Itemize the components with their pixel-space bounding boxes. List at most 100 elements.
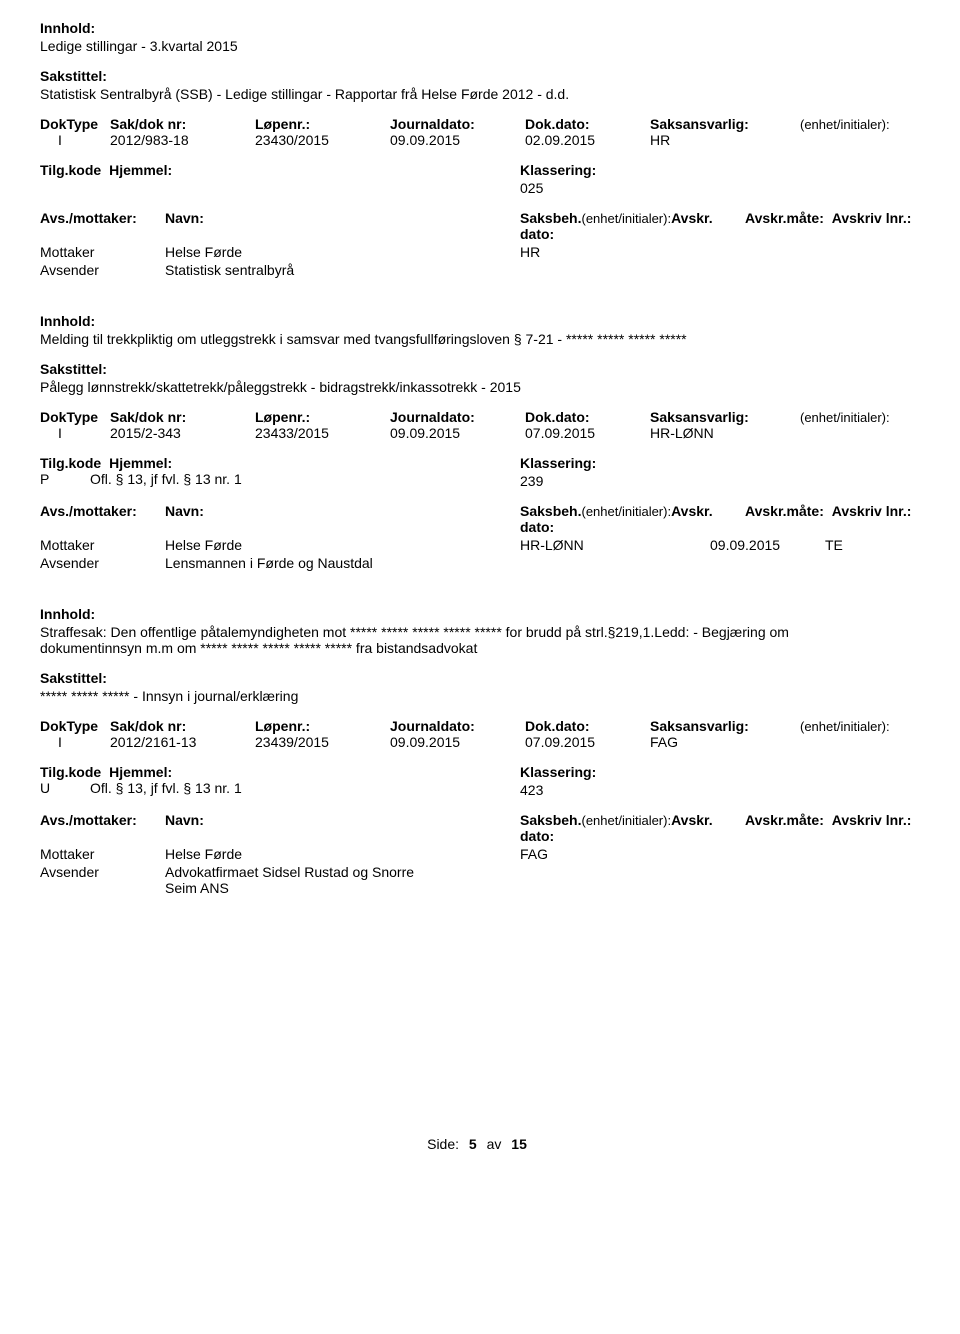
sakstittel-value: Pålegg lønnstrekk/skattetrekk/påleggstre… [40, 379, 920, 395]
journaldato-header: Journaldato: [390, 116, 525, 132]
party-row: Mottaker Helse Førde HR-LØNN 09.09.2015 … [40, 537, 920, 553]
avskrivlnr-label: Avskriv lnr.: [832, 210, 912, 226]
hjemmel-label: Hjemmel: [109, 455, 172, 471]
tilgkode-label: Tilg.kode [40, 455, 101, 471]
saksbeh-label: Saksbeh. [520, 503, 581, 519]
lopenr-header: Løpenr.: [255, 116, 390, 132]
klassering-value: 423 [520, 782, 920, 798]
dokdato-value: 02.09.2015 [525, 132, 650, 148]
sakstittel-label: Sakstittel: [40, 361, 920, 377]
navn-label: Navn: [165, 503, 204, 519]
enhetinit-label: (enhet/initialer): [581, 813, 671, 828]
sakstittel-label: Sakstittel: [40, 68, 920, 84]
party-row: Mottaker Helse Førde HR [40, 244, 920, 260]
tilgkode-value: U [40, 780, 90, 796]
avskrmate-label: Avskr.måte: [745, 812, 824, 828]
page-footer: Side: 5 av 15 [40, 1136, 920, 1152]
party-name: Helse Førde [165, 537, 520, 553]
sakdoknr-value: 2012/983-18 [110, 132, 255, 148]
party-name: Advokatfirmaet Sidsel Rustad og Snorre S… [165, 864, 445, 896]
innhold-value: Melding til trekkpliktig om utleggstrekk… [40, 331, 920, 347]
doktype-header: DokType [40, 409, 110, 425]
party-avskrdato: 09.09.2015 [710, 537, 825, 553]
avskrmate-label: Avskr.måte: [745, 503, 824, 519]
klassering-label: Klassering: [520, 162, 920, 178]
doc-header-row: DokType Sak/dok nr: Løpenr.: Journaldato… [40, 116, 920, 132]
doktype-value: I [40, 425, 110, 441]
party-row: Mottaker Helse Førde FAG [40, 846, 920, 862]
lopenr-value: 23430/2015 [255, 132, 390, 148]
saksansvarlig-header: Saksansvarlig: [650, 116, 800, 132]
journaldato-value: 09.09.2015 [390, 425, 525, 441]
lopenr-header: Løpenr.: [255, 718, 390, 734]
klassering-value: 025 [520, 180, 920, 196]
doktype-header: DokType [40, 718, 110, 734]
doc-header-row: DokType Sak/dok nr: Løpenr.: Journaldato… [40, 718, 920, 734]
innhold-label: Innhold: [40, 20, 920, 36]
dokdato-header: Dok.dato: [525, 116, 650, 132]
doktype-value: I [40, 734, 110, 750]
journal-record: Innhold: Melding til trekkpliktig om utl… [40, 313, 920, 571]
sakdoknr-value: 2012/2161-13 [110, 734, 255, 750]
avsmottaker-label: Avs./mottaker: [40, 812, 137, 828]
party-saksbeh: HR-LØNN [520, 537, 710, 553]
av-label: av [487, 1136, 502, 1152]
party-row: Avsender Statistisk sentralbyrå [40, 262, 920, 278]
journaldato-value: 09.09.2015 [390, 734, 525, 750]
tilgkode-label: Tilg.kode [40, 764, 101, 780]
party-role: Avsender [40, 555, 165, 571]
dokdato-header: Dok.dato: [525, 718, 650, 734]
enhet-header: (enhet/initialer): [800, 719, 890, 734]
party-role: Avsender [40, 262, 165, 278]
party-name: Helse Førde [165, 244, 520, 260]
saksansvarlig-header: Saksansvarlig: [650, 718, 800, 734]
doc-value-row: I 2012/983-18 23430/2015 09.09.2015 02.0… [40, 132, 920, 148]
sakstittel-value: Statistisk Sentralbyrå (SSB) - Ledige st… [40, 86, 920, 102]
party-role: Mottaker [40, 244, 165, 260]
party-role: Mottaker [40, 846, 165, 862]
doc-header-row: DokType Sak/dok nr: Løpenr.: Journaldato… [40, 409, 920, 425]
party-name: Lensmannen i Førde og Naustdal [165, 555, 520, 571]
innhold-value: Ledige stillingar - 3.kvartal 2015 [40, 38, 920, 54]
journaldato-value: 09.09.2015 [390, 132, 525, 148]
innhold-label: Innhold: [40, 606, 920, 622]
avsmottaker-label: Avs./mottaker: [40, 503, 137, 519]
klassering-value: 239 [520, 473, 920, 489]
doc-value-row: I 2012/2161-13 23439/2015 09.09.2015 07.… [40, 734, 920, 750]
doktype-value: I [40, 132, 110, 148]
journal-record: Innhold: Straffesak: Den offentlige påta… [40, 606, 920, 896]
innhold-value: Straffesak: Den offentlige påtalemyndigh… [40, 624, 860, 656]
party-role: Avsender [40, 864, 165, 896]
doc-value-row: I 2015/2-343 23433/2015 09.09.2015 07.09… [40, 425, 920, 441]
sakdoknr-value: 2015/2-343 [110, 425, 255, 441]
lopenr-header: Løpenr.: [255, 409, 390, 425]
party-avskrdato [745, 244, 845, 260]
tilgkode-label: Tilg.kode [40, 162, 101, 178]
journaldato-header: Journaldato: [390, 409, 525, 425]
dokdato-value: 07.09.2015 [525, 425, 650, 441]
sakdoknr-header: Sak/dok nr: [110, 718, 255, 734]
avskrivlnr-label: Avskriv lnr.: [832, 503, 912, 519]
hjemmel-label: Hjemmel: [109, 162, 172, 178]
party-avskrmate: TE [825, 537, 875, 553]
saksbeh-label: Saksbeh. [520, 210, 581, 226]
journaldato-header: Journaldato: [390, 718, 525, 734]
meta-row: Tilg.kode Hjemmel: P Ofl. § 13, jf fvl. … [40, 455, 920, 489]
hjemmel-value: Ofl. § 13, jf fvl. § 13 nr. 1 [90, 471, 242, 487]
navn-label: Navn: [165, 210, 204, 226]
avskrmate-label: Avskr.måte: [745, 210, 824, 226]
party-saksbeh [520, 262, 745, 278]
lopenr-value: 23433/2015 [255, 425, 390, 441]
tilgkode-value: P [40, 471, 90, 487]
doktype-header: DokType [40, 116, 110, 132]
avskrivlnr-label: Avskriv lnr.: [832, 812, 912, 828]
enhet-header: (enhet/initialer): [800, 117, 890, 132]
saksansvarlig-value: HR [650, 132, 800, 148]
sakstittel-value: ***** ***** ***** - Innsyn i journal/erk… [40, 688, 920, 704]
page-total: 15 [511, 1136, 527, 1152]
party-avskrmate [845, 244, 895, 260]
saksansvarlig-value: FAG [650, 734, 800, 750]
side-label: Side: [427, 1136, 459, 1152]
party-row: Avsender Lensmannen i Førde og Naustdal [40, 555, 920, 571]
navn-label: Navn: [165, 812, 204, 828]
